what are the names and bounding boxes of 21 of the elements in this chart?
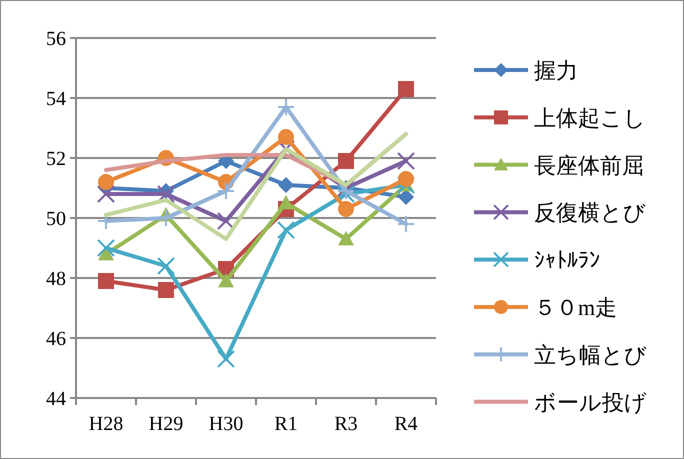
y-tick-label: 48 bbox=[46, 268, 66, 290]
y-tick-label: 56 bbox=[46, 28, 66, 50]
legend-label: ボール投げ bbox=[534, 390, 647, 415]
legend-label: 長座体前屈 bbox=[534, 152, 644, 178]
y-tick-label: 46 bbox=[46, 328, 66, 350]
y-tick-label: 44 bbox=[46, 388, 66, 410]
legend-label: 握力 bbox=[534, 58, 578, 83]
legend-label: ｼｬﾄﾙﾗﾝ bbox=[534, 248, 600, 273]
x-tick-label: R3 bbox=[334, 413, 358, 435]
x-tick-label: H30 bbox=[208, 413, 244, 435]
x-tick-label: H28 bbox=[88, 413, 124, 435]
y-tick-label: 50 bbox=[46, 208, 66, 230]
y-tick-label: 54 bbox=[46, 88, 66, 110]
legend-label: 反復横とび bbox=[534, 200, 646, 226]
legend-label: 立ち幅とび bbox=[534, 342, 647, 368]
x-tick-label: H29 bbox=[148, 413, 184, 435]
y-tick-label: 52 bbox=[46, 148, 66, 170]
legend-label: ５０m走 bbox=[534, 295, 618, 320]
legend-label: 上体起こし bbox=[534, 105, 646, 130]
x-tick-label: R1 bbox=[274, 413, 298, 435]
x-tick-label: R4 bbox=[394, 413, 418, 435]
